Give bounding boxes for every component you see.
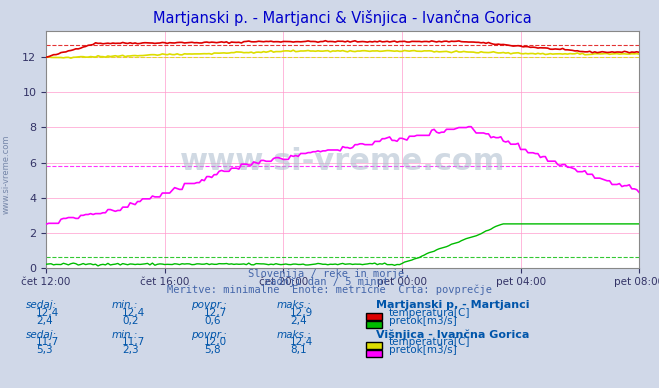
Text: Martjanski p. - Martjanci: Martjanski p. - Martjanci [376,300,529,310]
Text: 12,7: 12,7 [204,308,227,318]
Text: 2,3: 2,3 [122,345,138,355]
Text: www.si-vreme.com: www.si-vreme.com [180,147,505,176]
Text: 5,3: 5,3 [36,345,53,355]
Text: maks.:: maks.: [277,329,312,340]
Text: povpr.:: povpr.: [191,300,227,310]
Text: sedaj:: sedaj: [26,329,57,340]
Text: www.si-vreme.com: www.si-vreme.com [2,135,11,214]
Text: 2,4: 2,4 [290,316,306,326]
Text: pretok[m3/s]: pretok[m3/s] [389,316,457,326]
Text: pretok[m3/s]: pretok[m3/s] [389,345,457,355]
Text: Meritve: minimalne  Enote: metrične  Črta: povprečje: Meritve: minimalne Enote: metrične Črta:… [167,283,492,295]
Title: Martjanski p. - Martjanci & Višnjica - Ivančna Gorica: Martjanski p. - Martjanci & Višnjica - I… [154,10,532,26]
Text: 8,1: 8,1 [290,345,306,355]
Text: temperatura[C]: temperatura[C] [389,308,471,318]
Text: Višnjica - Ivančna Gorica: Višnjica - Ivančna Gorica [376,329,529,340]
Text: 12,9: 12,9 [290,308,313,318]
Text: 0,6: 0,6 [204,316,221,326]
Text: 0,2: 0,2 [122,316,138,326]
Text: temperatura[C]: temperatura[C] [389,337,471,347]
Text: 11,7: 11,7 [122,337,145,347]
Text: 5,8: 5,8 [204,345,221,355]
Text: 12,4: 12,4 [290,337,313,347]
Text: sedaj:: sedaj: [26,300,57,310]
Text: min.:: min.: [112,329,138,340]
Text: maks.:: maks.: [277,300,312,310]
Text: 11,7: 11,7 [36,337,59,347]
Text: zadnji dan / 5 minut.: zadnji dan / 5 minut. [264,277,395,287]
Text: 12,4: 12,4 [122,308,145,318]
Text: Slovenija / reke in morje.: Slovenija / reke in morje. [248,269,411,279]
Text: 12,4: 12,4 [36,308,59,318]
Text: 12,0: 12,0 [204,337,227,347]
Text: 2,4: 2,4 [36,316,53,326]
Text: min.:: min.: [112,300,138,310]
Text: povpr.:: povpr.: [191,329,227,340]
